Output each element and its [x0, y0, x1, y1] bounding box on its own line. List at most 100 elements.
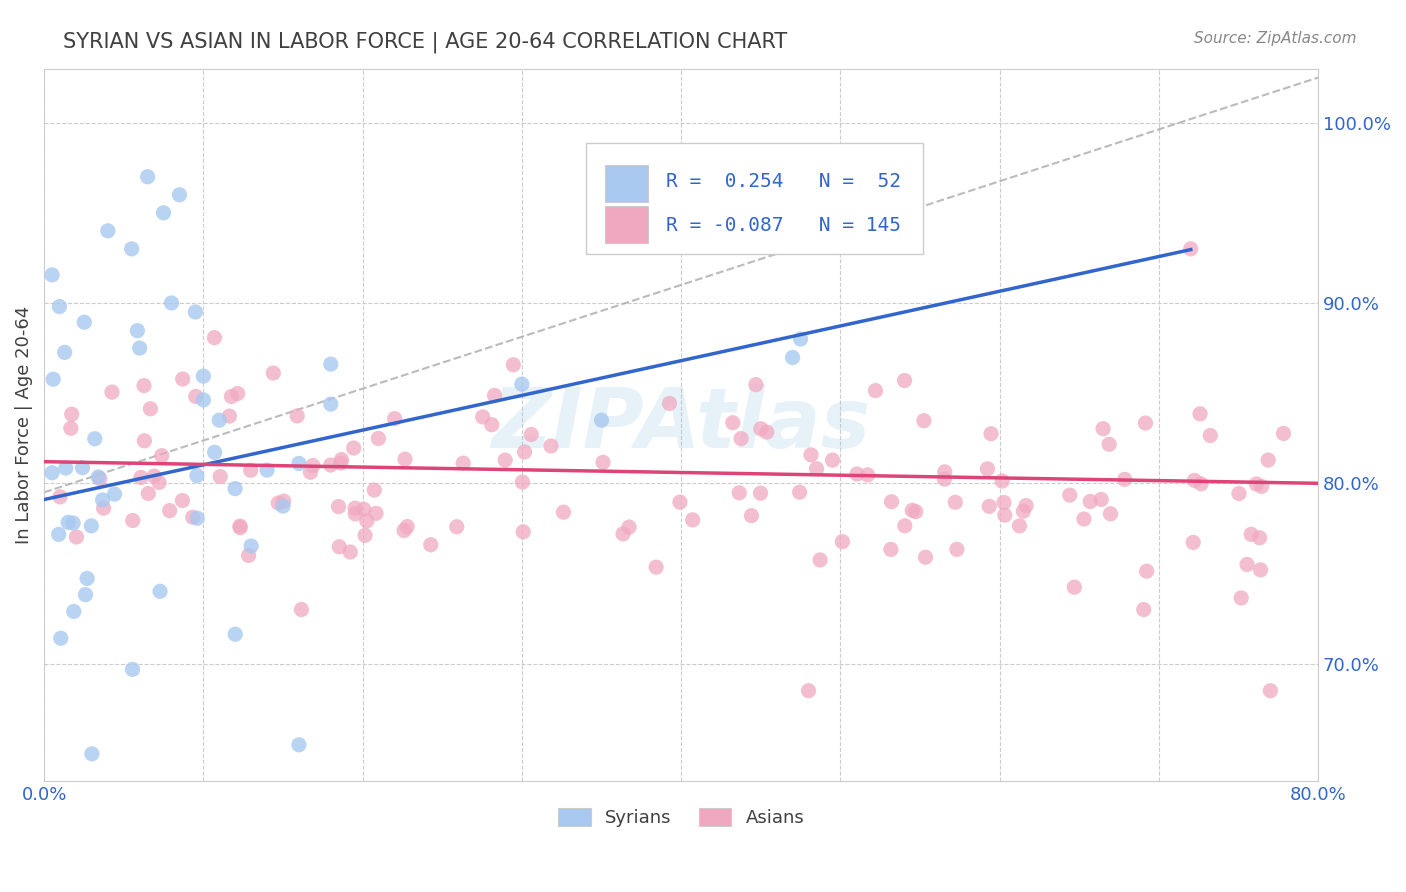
Point	[59, 421, 82, 435]
Point	[159, 503, 181, 517]
Point	[344, 507, 367, 521]
FancyBboxPatch shape	[585, 144, 924, 253]
Point	[494, 453, 516, 467]
Point	[204, 445, 226, 459]
Point	[121, 662, 143, 676]
Point	[800, 448, 823, 462]
Point	[1180, 242, 1202, 256]
Point	[49, 632, 72, 646]
Point	[396, 519, 419, 533]
Text: R = -0.087   N = 145: R = -0.087 N = 145	[666, 216, 901, 235]
Point	[55, 461, 77, 475]
Point	[991, 474, 1014, 488]
Point	[202, 331, 225, 345]
Point	[682, 513, 704, 527]
FancyBboxPatch shape	[605, 206, 648, 243]
Point	[80, 519, 103, 533]
Point	[484, 388, 506, 402]
Point	[221, 389, 243, 403]
Point	[319, 397, 342, 411]
Point	[75, 588, 97, 602]
Point	[184, 389, 207, 403]
Point	[730, 432, 752, 446]
Point	[592, 455, 614, 469]
Point	[1240, 527, 1263, 541]
Point	[288, 457, 311, 471]
Point	[1114, 472, 1136, 486]
Point	[139, 401, 162, 416]
Point	[880, 494, 903, 508]
Point	[299, 465, 322, 479]
Point	[1063, 580, 1085, 594]
Point	[262, 366, 284, 380]
Point	[1260, 683, 1282, 698]
Point	[856, 467, 879, 482]
Point	[1098, 437, 1121, 451]
Point	[540, 439, 562, 453]
Point	[121, 514, 143, 528]
Point	[1012, 504, 1035, 518]
Text: Source: ZipAtlas.com: Source: ZipAtlas.com	[1194, 31, 1357, 46]
Point	[1250, 479, 1272, 493]
Point	[53, 345, 76, 359]
Point	[49, 490, 72, 504]
Point	[364, 506, 387, 520]
Point	[290, 602, 312, 616]
Point	[224, 482, 246, 496]
Point	[60, 407, 83, 421]
Point	[97, 224, 120, 238]
Point	[150, 449, 173, 463]
Point	[993, 495, 1015, 509]
Point	[789, 485, 811, 500]
Point	[1059, 488, 1081, 502]
Point	[1078, 494, 1101, 508]
Point	[76, 571, 98, 585]
Point	[224, 627, 246, 641]
Text: R =  0.254   N =  52: R = 0.254 N = 52	[666, 171, 901, 191]
Point	[865, 384, 887, 398]
Point	[229, 519, 252, 533]
Point	[344, 501, 367, 516]
Point	[288, 738, 311, 752]
Point	[354, 528, 377, 542]
Point	[218, 409, 240, 423]
Point	[136, 486, 159, 500]
Point	[229, 520, 252, 534]
Point	[328, 500, 350, 514]
Point	[617, 520, 640, 534]
Point	[612, 526, 634, 541]
Point	[904, 505, 927, 519]
Point	[87, 470, 110, 484]
Point	[831, 534, 853, 549]
Point	[1136, 564, 1159, 578]
Point	[721, 416, 744, 430]
Point	[367, 432, 389, 446]
Point	[976, 462, 998, 476]
Point	[89, 471, 111, 485]
Point	[782, 351, 804, 365]
Point	[73, 315, 96, 329]
FancyBboxPatch shape	[605, 165, 648, 202]
Point	[172, 493, 194, 508]
Point	[65, 530, 87, 544]
Point	[901, 503, 924, 517]
Point	[186, 468, 208, 483]
Point	[363, 483, 385, 497]
Point	[1008, 519, 1031, 533]
Point	[745, 377, 768, 392]
Point	[209, 469, 232, 483]
Point	[93, 501, 115, 516]
Point	[160, 296, 183, 310]
Point	[789, 332, 811, 346]
Point	[41, 268, 63, 282]
Point	[755, 425, 778, 439]
Point	[914, 550, 936, 565]
Point	[80, 747, 103, 761]
Point	[56, 516, 79, 530]
Point	[91, 492, 114, 507]
Point	[193, 369, 215, 384]
Point	[1227, 486, 1250, 500]
Point	[149, 584, 172, 599]
Point	[72, 460, 94, 475]
Point	[101, 385, 124, 400]
